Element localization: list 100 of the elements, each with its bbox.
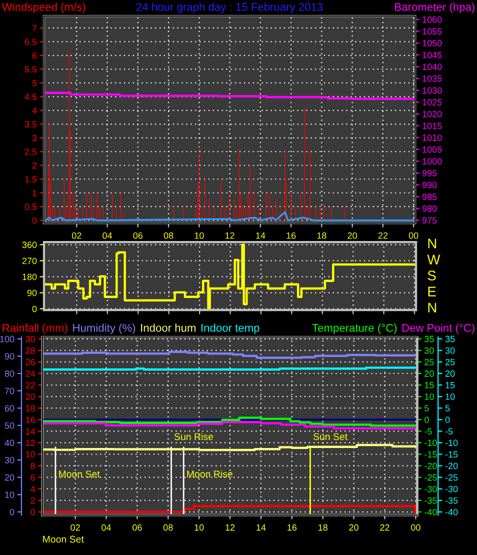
y-tick-label: 5 [32, 80, 37, 86]
y2-tick-label: 1035 [422, 75, 442, 82]
y-tick-label: 6 [30, 474, 35, 481]
y-tick-label: 1.5 [25, 176, 37, 182]
y-tick-label: 3 [32, 134, 37, 142]
y2-tick-label: 15 [446, 382, 455, 388]
y-tick-label: 4 [32, 107, 37, 114]
y-tick-label: 4.5 [24, 94, 37, 100]
y-tick-label: 0 [424, 416, 429, 423]
y-tick-label: 10 [424, 394, 434, 400]
y2-tick-label: 1010 [422, 134, 442, 141]
text: Indoor temp [202, 324, 260, 334]
x-tick-label: 14 [256, 232, 266, 239]
y-tick-label: 5.5 [24, 66, 37, 73]
y-tick-label: 16 [26, 416, 35, 424]
y-tick-label: 3.5 [24, 121, 37, 128]
y-tick-label: 10 [26, 451, 36, 458]
chart-title: 24 hour graph day : 15 February 2013 [136, 2, 323, 14]
y-tick-label: 20 [26, 394, 36, 400]
y2-tick-label: 995 [422, 170, 437, 176]
text: Barometer (hpa) [395, 2, 474, 14]
text: Temperature (°C) [312, 324, 397, 334]
text: Rainfall (mm) [2, 324, 68, 334]
x-tick-label: 16 [286, 232, 296, 239]
y-tick-label: -15 [424, 451, 437, 458]
y-tick-label: 30 [424, 347, 434, 354]
y2-tick-label: -5 [445, 428, 453, 435]
y-tick-label: 18 [26, 405, 35, 412]
y2-tick-label: 1050 [422, 40, 442, 46]
y-tick-label: 22 [26, 382, 35, 388]
y-tick-label: -25 [424, 474, 437, 481]
y-tick-label: 0 [32, 306, 37, 312]
line-series [45, 211, 414, 222]
y-tick-label: 360 [22, 242, 37, 248]
y2-tick-label: 0 [10, 508, 14, 516]
x-tick-label: 16 [288, 524, 297, 531]
y-tick-label: 24 [26, 370, 36, 377]
x-tick-label: 04 [102, 524, 112, 531]
y2-tick-label: 1045 [422, 52, 442, 58]
y2-tick-label: 70 [4, 388, 14, 394]
y-tick-label: -10 [424, 440, 437, 446]
text: N [428, 302, 436, 312]
ref-line-label: Sun Rise [174, 432, 214, 440]
x-tick-label: 18 [318, 524, 328, 531]
x-tick-label: 14 [256, 524, 266, 531]
y-tick-label: 26 [26, 358, 35, 366]
y2-tick-label: -35 [445, 497, 458, 504]
y-tick-label: 0.5 [24, 204, 37, 210]
x-tick-label: 02 [70, 524, 80, 531]
y-tick-label: -40 [424, 508, 437, 516]
y2-tick-label: -10 [445, 440, 458, 446]
y-tick-label: 8 [30, 462, 35, 470]
y2-tick-label: 40 [4, 440, 14, 446]
y-tick-label: 7 [32, 24, 37, 32]
y-tick-label: 2 [30, 497, 35, 504]
y-tick-label: -30 [424, 486, 437, 492]
y-tick-label: 2 [32, 162, 37, 169]
text: E [428, 286, 436, 296]
text: Moon Set [43, 536, 84, 543]
x-tick-label: 06 [133, 232, 143, 239]
y-tick-label: 1 [32, 190, 37, 196]
y2-tick-label: 1000 [422, 158, 442, 165]
y2-tick-label: 50 [4, 422, 14, 429]
x-tick-label: 12 [225, 232, 234, 239]
y-tick-label: -20 [424, 462, 437, 470]
y-tick-label: 4 [30, 486, 36, 492]
y2-tick-label: 1030 [422, 87, 442, 94]
y2-tick-label: -20 [445, 462, 458, 470]
y2-tick-label: 1060 [422, 16, 442, 23]
x-tick-label: 10 [194, 232, 204, 239]
y2-tick-label: 30 [4, 456, 14, 464]
text: Indoor hum [141, 324, 196, 332]
y2-tick-label: -25 [445, 474, 458, 481]
y2-tick-label: 0 [445, 416, 450, 423]
x-tick-label: 08 [163, 524, 173, 531]
y-tick-label: -5 [424, 428, 432, 435]
y-tick-label: 15 [424, 382, 434, 388]
y2-tick-label: 1025 [422, 99, 442, 106]
x-tick-label: 06 [132, 524, 142, 531]
y2-tick-label: 60 [4, 405, 14, 412]
y-tick-label: 6.5 [24, 38, 37, 46]
y-tick-label: 35 [424, 336, 434, 342]
y-tick-label: 28 [26, 347, 35, 354]
y-tick-label: 0 [32, 217, 37, 224]
x-tick-label: 22 [378, 232, 388, 239]
y2-tick-label: 10 [5, 492, 14, 498]
y2-tick-label: 1055 [422, 28, 442, 35]
y2-tick-label: 25 [445, 358, 455, 366]
x-tick-label: 10 [194, 524, 204, 531]
y2-tick-label: -30 [445, 486, 458, 492]
x-tick-label: 12 [226, 524, 235, 531]
y2-tick-label: 10 [446, 394, 455, 400]
ref-line-label: Moon Set [59, 470, 100, 478]
y2-tick-label: 1020 [422, 110, 442, 118]
y-tick-label: -35 [424, 497, 437, 504]
y2-tick-label: 1040 [422, 64, 442, 70]
y2-tick-label: 985 [422, 194, 437, 200]
y2-tick-label: 1015 [422, 122, 442, 130]
x-tick-label: 22 [380, 524, 390, 531]
y2-tick-label: 100 [0, 336, 14, 342]
